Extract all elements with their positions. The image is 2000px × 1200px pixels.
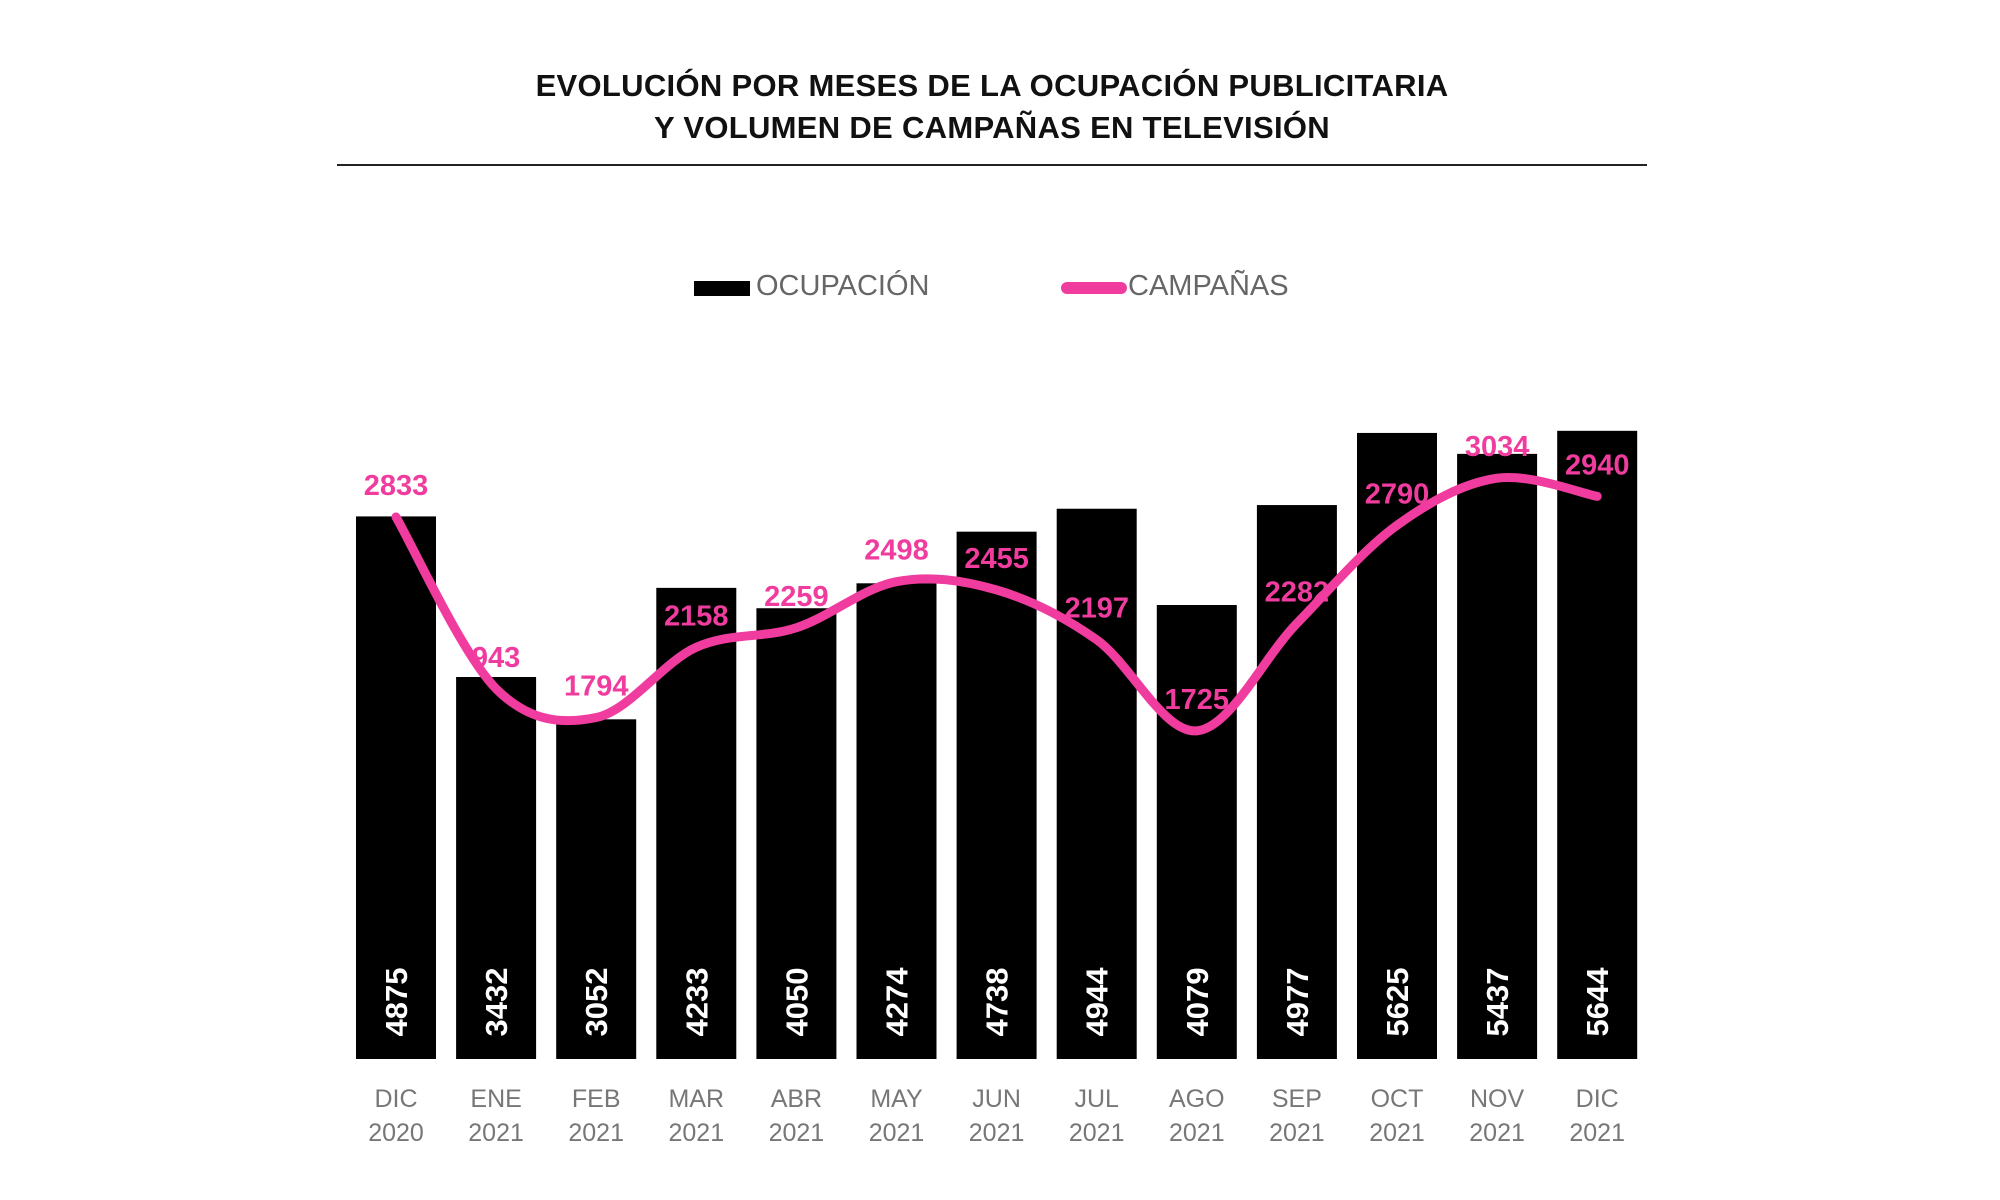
x-tick-label-month: DIC	[1576, 1085, 1619, 1113]
x-tick-label-month: DIC	[374, 1085, 417, 1113]
bar-value-label: 4875	[379, 968, 414, 1037]
bar-ocupacion	[1557, 430, 1638, 1059]
legend-label-campanas: CAMPAÑAS	[1128, 270, 1289, 302]
x-tick-label-year: 2021	[1269, 1119, 1325, 1147]
x-tick-label-year: 2021	[869, 1119, 925, 1147]
bar-value-label: 4738	[980, 968, 1015, 1037]
line-value-label: 2790	[1365, 478, 1430, 510]
x-tick-label-year: 2021	[468, 1119, 524, 1147]
bar-value-label: 4050	[779, 968, 814, 1037]
x-tick-label-month: MAY	[870, 1085, 923, 1113]
line-value-label: 2940	[1565, 449, 1630, 481]
bar-value-label: 4079	[1180, 968, 1215, 1037]
line-value-label: 943	[472, 642, 520, 674]
bar-ocupacion	[456, 677, 537, 1059]
x-tick-label-month: NOV	[1470, 1085, 1525, 1113]
x-tick-label-year: 2021	[568, 1119, 624, 1147]
x-tick-label-month: FEB	[572, 1085, 621, 1113]
bar-ocupacion	[1056, 508, 1137, 1059]
bar-ocupacion	[556, 719, 637, 1059]
line-value-label: 2158	[664, 600, 729, 632]
x-tick-label-year: 2021	[1369, 1119, 1425, 1147]
line-value-label: 2259	[764, 581, 829, 613]
bar-ocupacion	[1156, 605, 1237, 1059]
x-tick-label-year: 2021	[1169, 1119, 1225, 1147]
x-tick-label-year: 2021	[769, 1119, 825, 1147]
bar-value-label: 5644	[1580, 967, 1615, 1037]
x-tick-label-year: 2021	[1469, 1119, 1525, 1147]
x-tick-label-month: MAR	[669, 1085, 725, 1113]
title-divider	[337, 164, 1647, 166]
x-tick-label-year: 2021	[969, 1119, 1025, 1147]
bar-value-label: 3052	[579, 968, 614, 1037]
line-value-label: 2455	[964, 543, 1029, 575]
chart-title-line-1: EVOLUCIÓN POR MESES DE LA OCUPACIÓN PUBL…	[535, 68, 1449, 103]
legend-label-ocupacion: OCUPACIÓN	[756, 270, 930, 302]
line-value-label: 3034	[1465, 431, 1530, 463]
bar-ocupacion	[856, 583, 937, 1059]
bar-ocupacion	[356, 516, 436, 1059]
x-tick-label-month: AGO	[1169, 1085, 1225, 1113]
line-value-label: 2498	[864, 535, 929, 567]
bar-value-label: 5625	[1380, 968, 1415, 1037]
line-value-label: 2197	[1064, 593, 1129, 625]
x-tick-label-year: 2020	[368, 1119, 424, 1147]
x-tick-label-month: ENE	[470, 1085, 521, 1113]
x-tick-label-year: 2021	[1569, 1119, 1625, 1147]
bar-value-label: 3432	[479, 968, 514, 1037]
bar-value-label: 4274	[880, 967, 915, 1037]
bar-value-label: 4233	[679, 968, 714, 1037]
line-value-label: 1725	[1165, 684, 1230, 716]
line-value-label: 2282	[1265, 576, 1330, 608]
bar-value-label: 5437	[1480, 968, 1515, 1037]
legend-swatch-campanas	[1061, 282, 1127, 294]
bar-ocupacion	[1357, 432, 1437, 1059]
chart-title-line-2: Y VOLUMEN DE CAMPAÑAS EN TELEVISIÓN	[654, 110, 1330, 145]
x-tick-label-month: OCT	[1371, 1085, 1424, 1113]
bar-value-label: 4944	[1080, 967, 1115, 1037]
bar-value-label: 4977	[1280, 968, 1315, 1037]
x-tick-label-year: 2021	[1069, 1119, 1125, 1147]
bar-ocupacion	[956, 531, 1037, 1059]
bar-ocupacion	[1457, 453, 1538, 1059]
bar-ocupacion	[756, 608, 837, 1059]
x-tick-label-month: SEP	[1272, 1085, 1322, 1113]
line-value-label: 1794	[564, 671, 629, 703]
x-tick-label-month: JUN	[972, 1085, 1021, 1113]
x-tick-label-month: ABR	[771, 1085, 822, 1113]
x-tick-label-year: 2021	[668, 1119, 724, 1147]
x-tick-label-month: JUL	[1074, 1085, 1119, 1113]
legend-swatch-ocupacion	[694, 281, 750, 296]
line-value-label: 2833	[364, 470, 429, 502]
